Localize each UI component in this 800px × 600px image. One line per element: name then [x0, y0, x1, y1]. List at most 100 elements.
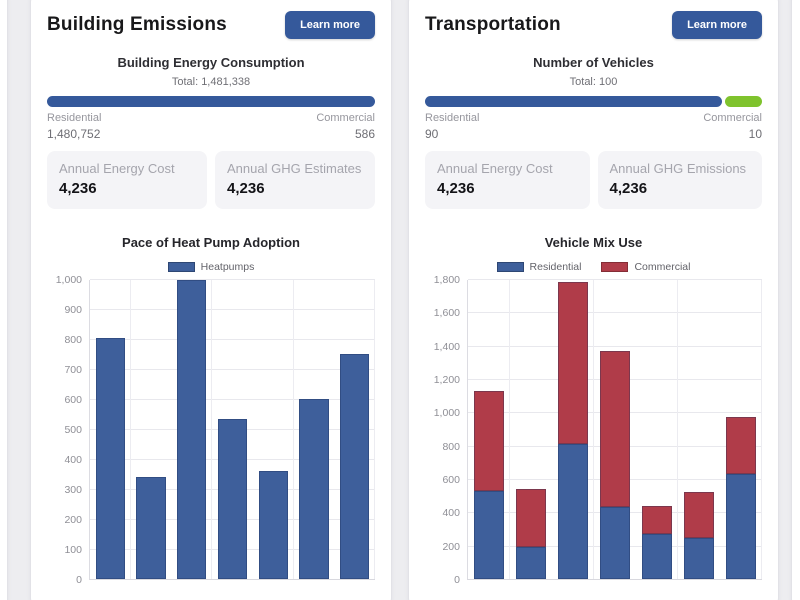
gauge-left-value: 1,480,752	[47, 127, 101, 141]
gridline-vertical	[292, 280, 294, 579]
legend-label: Commercial	[634, 261, 691, 273]
heatpump-adoption-chart: Heatpumps 0 100 200 300 400 500 600 700 800 900 1,…	[47, 260, 375, 586]
y-tick-label: 1,800	[433, 274, 460, 286]
stat-label: Annual GHG Estimates	[227, 161, 362, 176]
legend-item[interactable]: Commercial	[601, 261, 690, 273]
y-tick-label: 1,600	[433, 307, 460, 320]
gridline	[468, 312, 762, 314]
bar-residential	[683, 538, 715, 579]
y-tick-label: 900	[64, 304, 82, 316]
chart-legend: Heatpumps	[47, 260, 375, 274]
y-tick-label: 200	[64, 514, 82, 526]
stat-value: 4,236	[609, 180, 648, 197]
legend-item[interactable]: Heatpumps	[167, 261, 255, 273]
page-title: Building Emissions	[47, 14, 227, 35]
bar-slot	[510, 280, 552, 579]
bar-slot	[720, 280, 762, 579]
bar-residential	[515, 546, 547, 579]
bar-slot	[334, 280, 375, 579]
gauge-segment	[47, 96, 375, 107]
panel-building-emissions: Building Emissions Learn more Building E…	[30, 0, 392, 600]
bar-commercial	[725, 417, 757, 474]
gauge-title: Building Energy Consumption	[117, 55, 305, 70]
vehicles-gauge: Number of Vehicles Total: 100 Residentia…	[425, 55, 762, 141]
stat-annual-ghg-estimates: Annual GHG Estimates 4,236	[215, 151, 375, 209]
chart-title: Vehicle Mix Use	[544, 235, 643, 250]
y-tick-label: 300	[64, 484, 82, 496]
bar-commercial	[683, 492, 715, 539]
learn-more-button[interactable]: Learn more	[285, 11, 375, 39]
gridline	[90, 339, 375, 340]
y-tick-label: 800	[64, 334, 82, 346]
gridline-vertical	[593, 280, 594, 579]
y-tick-label: 100	[64, 544, 82, 556]
gauge-bar	[47, 96, 375, 107]
bar-slot	[212, 280, 253, 579]
legend-label: Heatpumps	[200, 261, 255, 273]
gridline	[468, 279, 762, 280]
gridline	[468, 345, 762, 347]
gauge-right-value: 586	[354, 127, 375, 141]
bar-heatpumps	[258, 471, 288, 579]
gauge-right-value: 10	[748, 127, 762, 141]
chart-plot-area	[467, 279, 762, 580]
bar-commercial	[641, 505, 673, 534]
gauge-left-label: Residential	[47, 112, 102, 124]
bar-heatpumps	[136, 477, 166, 579]
gridline-vertical	[508, 280, 510, 579]
legend-item[interactable]: Residential	[496, 261, 582, 273]
bar-slot	[468, 280, 510, 579]
gauge-left-label: Residential	[425, 112, 480, 124]
panel-header: Building Emissions Learn more	[47, 11, 375, 39]
bar-residential	[599, 507, 631, 579]
bar-residential	[473, 490, 505, 579]
bar-slot	[636, 280, 678, 579]
legend-swatch-icon	[601, 262, 629, 272]
panel-header: Transportation Learn more	[425, 11, 762, 39]
gridline	[90, 309, 375, 310]
gauge-right-label: Commercial	[316, 112, 375, 124]
gauge-segment	[725, 96, 762, 107]
y-tick-label: 1,400	[433, 340, 460, 353]
bar-residential	[557, 444, 589, 579]
y-axis: 0 200 400 600 800 1,000 1,200 1,400 1,600 1,800	[425, 274, 467, 586]
legend-swatch-icon	[167, 262, 195, 272]
bar-commercial	[473, 390, 505, 491]
gridline	[90, 399, 375, 400]
bar-heatpumps	[299, 399, 329, 579]
bar-slot	[678, 280, 720, 579]
y-tick-label: 600	[442, 474, 460, 486]
chart-title: Pace of Heat Pump Adoption	[122, 235, 300, 250]
bars-layer	[90, 280, 375, 579]
y-tick-label: 700	[64, 364, 82, 376]
bar-slot	[594, 280, 636, 579]
legend-label: Residential	[529, 261, 582, 273]
bar-heatpumps	[177, 280, 207, 579]
bar-slot	[131, 280, 172, 579]
stat-annual-energy-cost: Annual Energy Cost 4,236	[425, 151, 590, 209]
stat-value: 4,236	[437, 180, 475, 197]
bar-slot	[90, 280, 131, 579]
gridline	[90, 279, 375, 280]
bar-slot	[552, 280, 594, 579]
bar-commercial	[599, 350, 631, 508]
bar-heatpumps	[217, 418, 248, 579]
stat-value: 4,236	[59, 180, 97, 197]
gauge-segment	[425, 96, 723, 107]
stat-value: 4,236	[227, 180, 265, 197]
gridline-vertical	[374, 280, 375, 579]
stat-label: Annual Energy Cost	[59, 161, 175, 176]
gridline	[90, 369, 375, 370]
bar-commercial	[515, 489, 547, 547]
bar-slot	[294, 280, 335, 579]
chart-legend: Residential Commercial	[425, 260, 762, 274]
y-tick-label: 600	[64, 394, 82, 406]
bar-commercial	[557, 282, 589, 444]
learn-more-button[interactable]: Learn more	[672, 11, 762, 39]
y-tick-label: 200	[442, 540, 460, 553]
bar-residential	[725, 474, 757, 579]
y-tick-label: 0	[454, 574, 460, 586]
bar-slot	[253, 280, 294, 579]
stat-label: Annual Energy Cost	[437, 161, 553, 176]
stat-annual-energy-cost: Annual Energy Cost 4,236	[47, 151, 207, 209]
